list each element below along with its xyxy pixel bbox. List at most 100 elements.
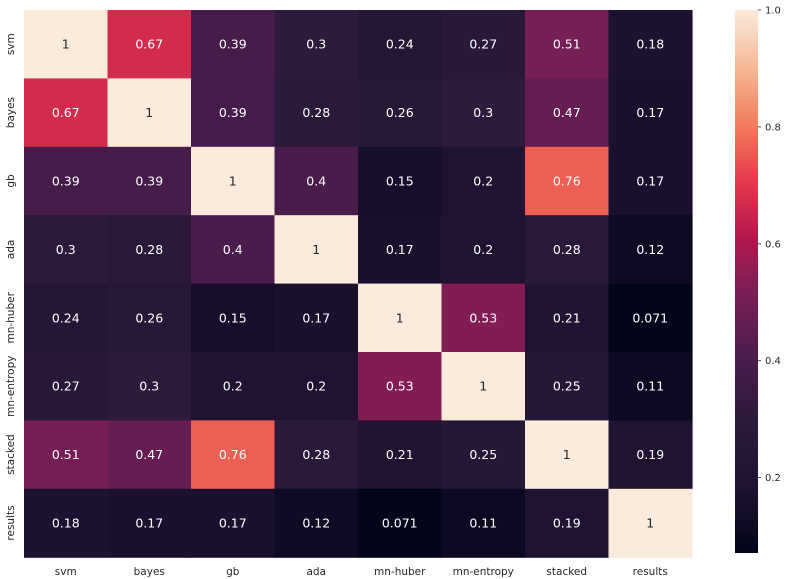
cell-value-label: 0.2 <box>473 174 493 189</box>
heatmap-cell-mn-huber-svm <box>24 283 109 353</box>
cell-value-label: 0.21 <box>553 310 581 325</box>
heatmap-cell-mn-entropy-mn-huber <box>358 352 443 421</box>
heatmap-cell-svm-mn-entropy <box>441 10 526 79</box>
heatmap-cell-svm-ada <box>274 10 359 79</box>
cell-value-label: 0.071 <box>632 310 668 325</box>
heatmap-cell-bayes-svm <box>24 78 109 148</box>
cell-value-label: 0.15 <box>219 310 247 325</box>
y-tick-label-results: results <box>5 505 17 540</box>
heatmap-cell-results-results <box>608 488 693 558</box>
cell-value-label: 0.28 <box>553 242 581 257</box>
x-tick-label-mn-entropy: mn-entropy <box>453 566 514 578</box>
colorbar-gradient <box>735 10 758 553</box>
heatmap-cell-mn-entropy-stacked <box>525 352 610 421</box>
x-tick-label-results: results <box>633 566 668 578</box>
heatmap-cell-mn-entropy-svm <box>24 352 109 421</box>
heatmap-cell-ada-mn-huber <box>358 215 443 285</box>
cell-value-label: 0.071 <box>382 516 418 531</box>
cell-value-label: 0.39 <box>219 37 247 52</box>
x-axis-ticks: svm bayes gb ada mn-huber mn-entropy stacked re… <box>55 566 668 578</box>
y-tick-label-svm: svm <box>5 33 17 55</box>
cell-value-label: 0.18 <box>52 516 80 531</box>
colorbar: 0.2 0.4 0.6 0.8 1.0 <box>735 6 781 553</box>
heatmap-cell-ada-mn-entropy <box>441 215 526 285</box>
x-tick-label-gb: gb <box>226 566 240 578</box>
heatmap-cell-mn-huber-ada <box>274 283 359 353</box>
cell-value-label: 0.28 <box>302 447 330 462</box>
cell-value-label: 0.51 <box>52 447 80 462</box>
heatmap-cell-svm-mn-huber <box>358 10 443 79</box>
heatmap-cell-ada-svm <box>24 215 109 285</box>
cell-value-label: 1 <box>312 242 320 257</box>
cell-value-label: 0.24 <box>52 310 80 325</box>
heatmap-cell-mn-huber-bayes <box>107 283 192 353</box>
cell-value-label: 0.67 <box>52 105 80 120</box>
y-tick-label-stacked: stacked <box>5 434 17 475</box>
heatmap-cell-results-svm <box>24 488 109 558</box>
cell-value-label: 0.12 <box>302 516 330 531</box>
cell-value-label: 0.11 <box>636 379 664 394</box>
heatmap-cell-gb-gb <box>191 146 276 216</box>
heatmap-cell-bayes-mn-entropy <box>441 78 526 148</box>
heatmap-cell-bayes-gb <box>191 78 276 148</box>
heatmap-cell-ada-results <box>608 215 693 285</box>
heatmap-cell-svm-results <box>608 10 693 79</box>
heatmap-cell-results-mn-huber <box>358 488 443 558</box>
heatmap-cell-mn-entropy-mn-entropy <box>441 352 526 421</box>
cell-value-label: 0.47 <box>135 447 163 462</box>
heatmap-cell-gb-mn-entropy <box>441 146 526 216</box>
x-tick-label-stacked: stacked <box>546 566 587 578</box>
cell-value-label: 0.53 <box>469 310 497 325</box>
heatmap-cell-results-ada <box>274 488 359 558</box>
cell-value-label: 0.26 <box>135 310 163 325</box>
cell-value-label: 0.2 <box>306 379 326 394</box>
cell-value-label: 0.25 <box>469 447 497 462</box>
cell-value-label: 0.17 <box>636 174 664 189</box>
heatmap-cell-stacked-mn-huber <box>358 420 443 490</box>
heatmap-cell-svm-stacked <box>525 10 610 79</box>
heatmap-cell-svm-gb <box>191 10 276 79</box>
cell-value-label: 0.76 <box>553 174 581 189</box>
y-tick-label-gb: gb <box>5 174 17 188</box>
heatmap-cell-stacked-svm <box>24 420 109 490</box>
heatmap-cell-stacked-results <box>608 420 693 490</box>
cell-value-label: 0.17 <box>386 242 414 257</box>
x-tick-label-svm: svm <box>55 566 77 578</box>
colorbar-tick-label: 1.0 <box>765 6 781 17</box>
cell-value-label: 0.39 <box>219 105 247 120</box>
cell-value-label: 0.47 <box>553 105 581 120</box>
heatmap-cell-gb-ada <box>274 146 359 216</box>
cell-value-label: 0.15 <box>386 174 414 189</box>
colorbar-tick-label: 0.4 <box>765 356 781 367</box>
cell-value-label: 0.17 <box>302 310 330 325</box>
heatmap-cell-ada-gb <box>191 215 276 285</box>
cell-value-label: 0.3 <box>306 37 326 52</box>
heatmap-cell-ada-ada <box>274 215 359 285</box>
heatmap-cell-mn-huber-gb <box>191 283 276 353</box>
heatmap-cell-mn-entropy-bayes <box>107 352 192 421</box>
heatmap-cell-mn-huber-stacked <box>525 283 610 353</box>
y-tick-label-ada: ada <box>5 240 17 260</box>
y-tick-label-mn-huber: mn-huber <box>5 291 17 343</box>
heatmap-cell-ada-stacked <box>525 215 610 285</box>
heatmap-cell-bayes-ada <box>274 78 359 148</box>
y-axis-ticks: svm bayes gb ada mn-huber mn-entropy stacked re… <box>5 33 17 540</box>
heatmap-cell-svm-svm <box>24 10 109 79</box>
heatmap-cell-mn-entropy-ada <box>274 352 359 421</box>
cell-value-label: 0.2 <box>473 242 493 257</box>
cell-value-label: 0.76 <box>219 447 247 462</box>
cell-value-label: 0.12 <box>636 242 664 257</box>
heatmap-cell-bayes-mn-huber <box>358 78 443 148</box>
cell-value-label: 0.19 <box>636 447 664 462</box>
cell-value-label: 0.53 <box>386 379 414 394</box>
cell-value-label: 0.4 <box>223 242 243 257</box>
heatmap-cell-gb-results <box>608 146 693 216</box>
heatmap-cell-stacked-mn-entropy <box>441 420 526 490</box>
colorbar-tick-label: 0.6 <box>765 239 781 250</box>
cell-value-label: 0.25 <box>553 379 581 394</box>
heatmap-cell-stacked-bayes <box>107 420 192 490</box>
heatmap-cell-results-gb <box>191 488 276 558</box>
cell-value-label: 0.28 <box>302 105 330 120</box>
heatmap-cell-gb-bayes <box>107 146 192 216</box>
